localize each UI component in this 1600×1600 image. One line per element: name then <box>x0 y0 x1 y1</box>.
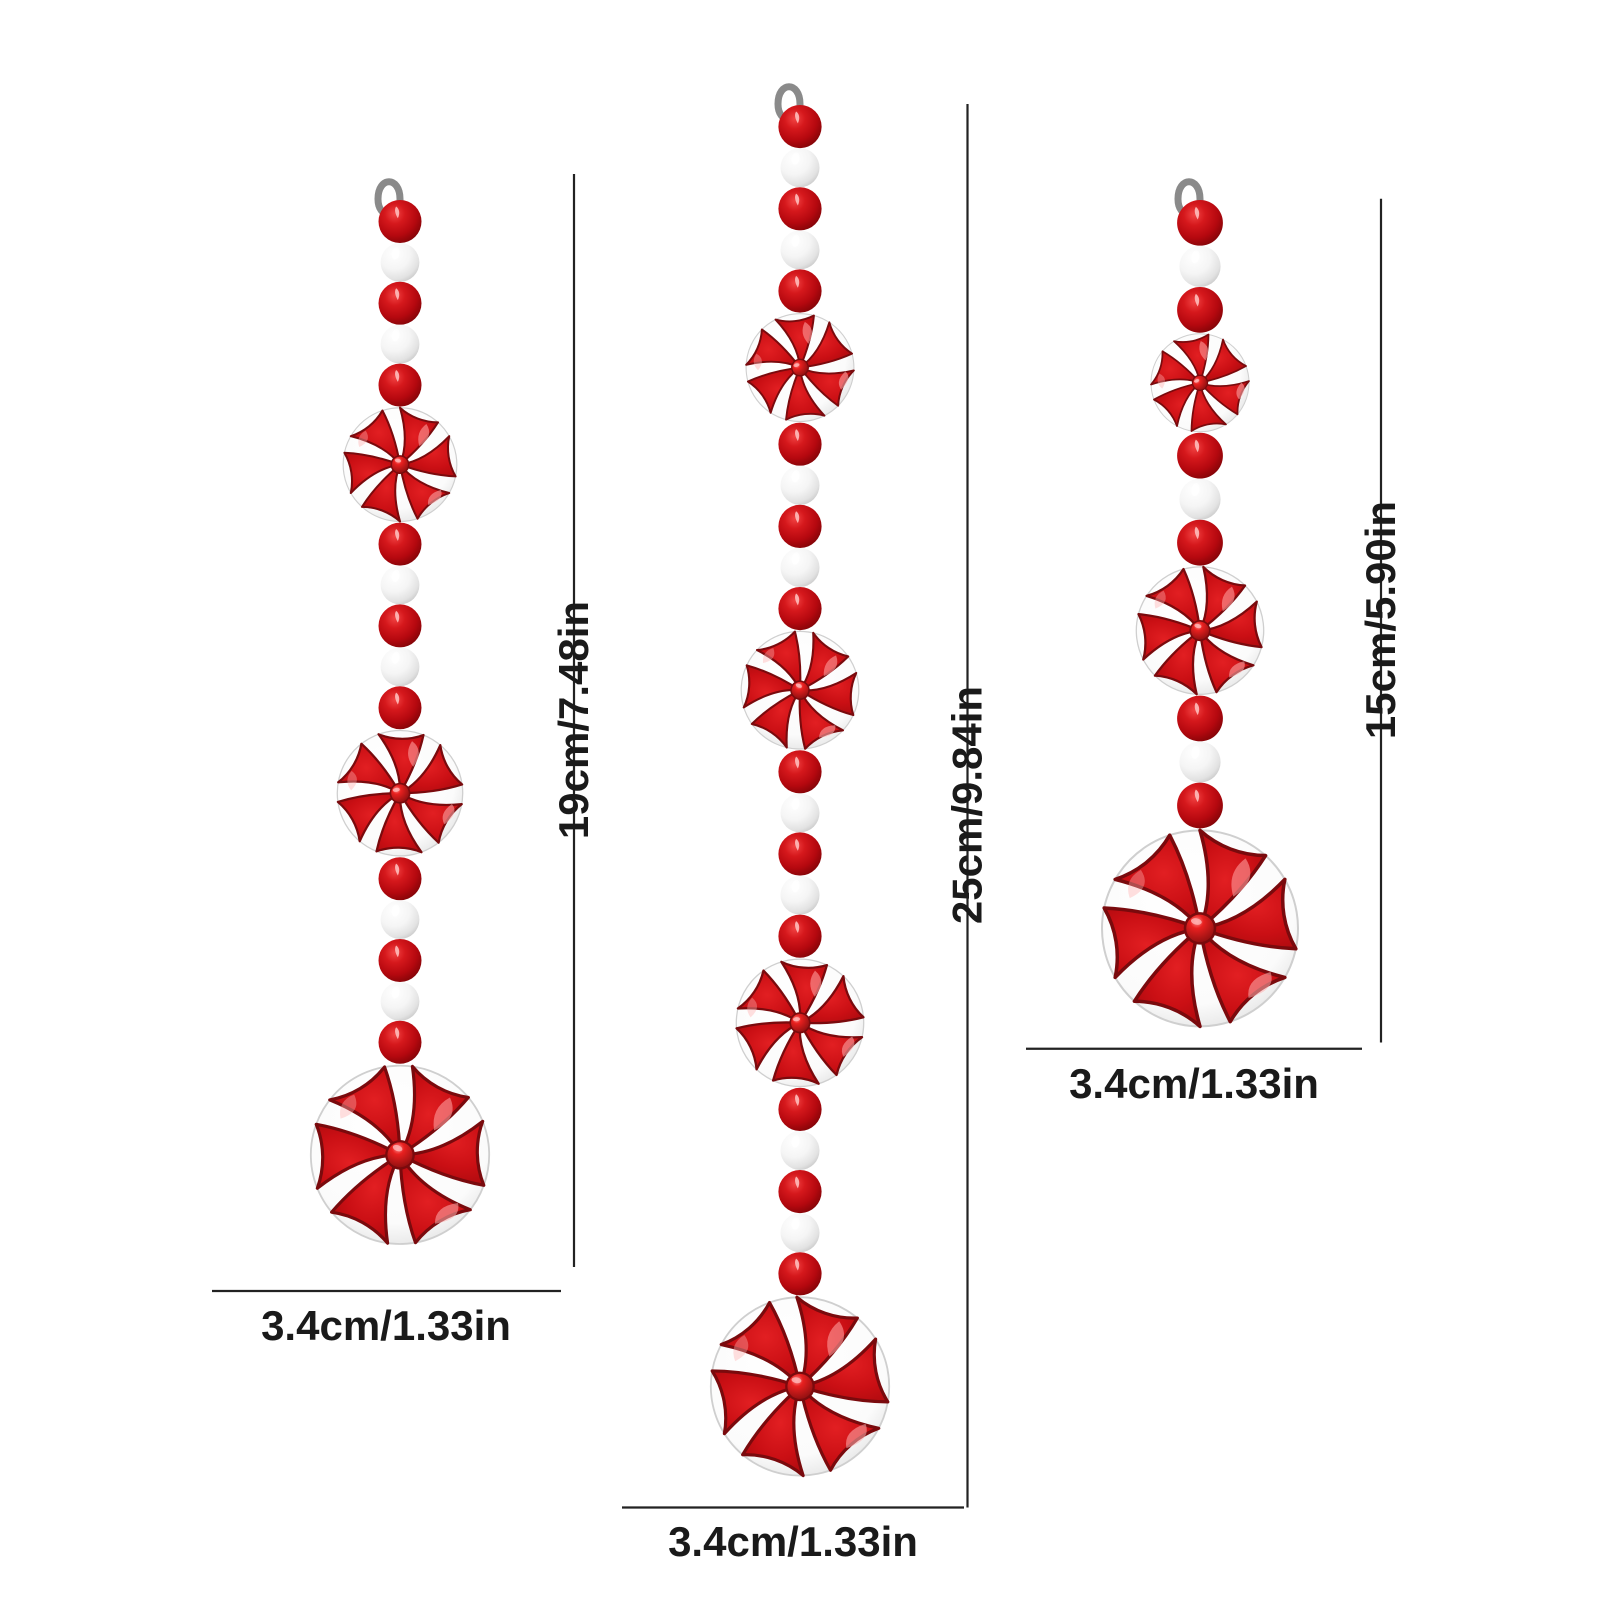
svg-text:3.4cm/1.33in: 3.4cm/1.33in <box>668 1518 918 1565</box>
svg-text:15cm/5.90in: 15cm/5.90in <box>1357 501 1404 739</box>
svg-text:3.4cm/1.33in: 3.4cm/1.33in <box>1069 1060 1319 1107</box>
svg-text:19cm/7.48in: 19cm/7.48in <box>550 601 597 839</box>
svg-text:3.4cm/1.33in: 3.4cm/1.33in <box>261 1302 511 1349</box>
svg-text:25cm/9.84in: 25cm/9.84in <box>944 686 991 924</box>
